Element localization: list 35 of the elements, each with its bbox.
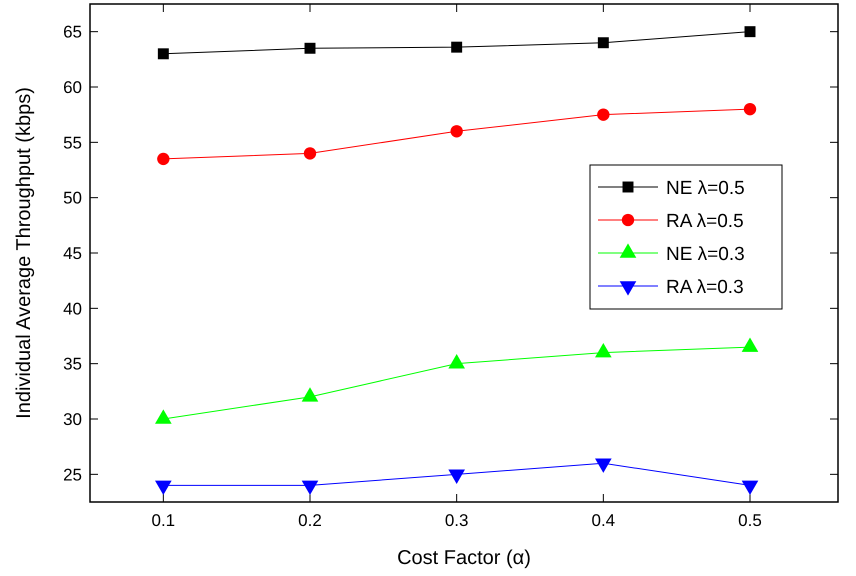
point: [450, 125, 463, 138]
point: [302, 480, 318, 496]
y-tick-label: 65: [63, 22, 82, 42]
point: [448, 470, 465, 484]
point: [157, 152, 170, 166]
y-tick-label: 55: [63, 133, 82, 152]
point: [597, 108, 610, 121]
point: [304, 147, 316, 160]
y-tick-label: 35: [63, 354, 82, 374]
x-axis-title: Cost Factor (α): [397, 547, 531, 569]
legend-label: NE λ=0.5: [666, 178, 745, 199]
legend-label: RA λ=0.3: [666, 277, 744, 298]
y-tick-label: 45: [63, 244, 82, 263]
x-tick-label: 0.2: [298, 511, 322, 530]
x-tick-label: 0.5: [738, 511, 762, 530]
y-tick-label: 60: [63, 78, 82, 97]
x-tick-label: 0.4: [592, 511, 616, 530]
y-tick-label: 25: [63, 465, 82, 484]
point: [595, 458, 612, 473]
point: [742, 480, 758, 496]
point: [304, 42, 316, 54]
y-axis-title: Individual Average Throughput (kbps): [13, 87, 35, 419]
y-tick-label: 30: [63, 410, 82, 429]
y-tick-label: 50: [63, 188, 82, 208]
point: [155, 480, 172, 496]
legend-label: NE λ=0.3: [666, 244, 745, 265]
point: [598, 37, 609, 48]
point: [451, 42, 462, 53]
legend-label: RA λ=0.5: [666, 211, 744, 232]
point: [744, 26, 756, 38]
point: [744, 102, 756, 116]
x-tick-label: 0.1: [152, 511, 176, 530]
y-tick-label: 40: [63, 299, 82, 318]
x-tick-label: 0.3: [444, 511, 468, 530]
point: [158, 48, 169, 60]
